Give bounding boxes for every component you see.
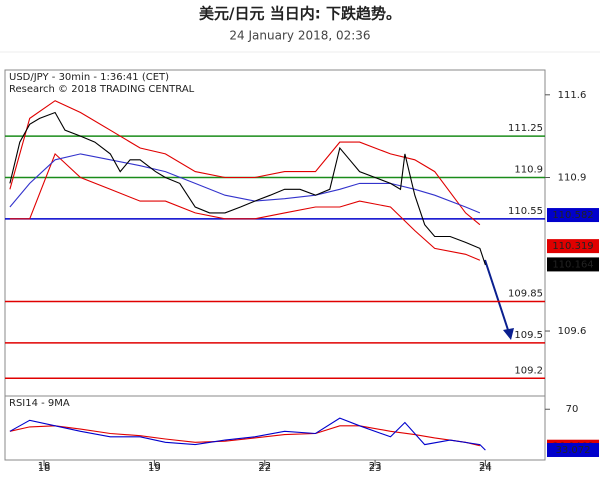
value-box-label: 110.319 — [552, 241, 593, 252]
series-line — [9, 417, 486, 451]
rsi-title: RSI14 - 9MA — [9, 398, 70, 409]
page-subtitle: 24 January 2018, 02:36 — [229, 29, 370, 43]
x-tick-label: 18 — [38, 461, 51, 472]
x-tick-label: 22 — [258, 463, 271, 474]
level-label: 111.25 — [508, 123, 543, 134]
value-box-label: 110.164 — [552, 259, 593, 270]
y-tick-label: 111.6 — [558, 90, 587, 101]
series-line — [9, 152, 481, 261]
plot-frame — [4, 69, 546, 461]
level-label: 109.85 — [508, 289, 543, 300]
arrow-head — [503, 328, 514, 340]
level-label: 110.9 — [514, 164, 543, 175]
trend-arrow — [484, 259, 510, 334]
value-box — [547, 442, 599, 457]
value-box — [547, 239, 599, 254]
y-tick-label: 70 — [566, 404, 579, 415]
value-box-label: 110.582 — [552, 210, 593, 221]
value-box-label: 33.072 — [556, 445, 591, 456]
level-label: 109.2 — [514, 365, 543, 376]
series-line — [9, 153, 481, 214]
series-line — [9, 111, 486, 266]
x-tick-label: 22 — [258, 461, 271, 472]
value-box — [547, 257, 599, 272]
chart-title: USD/JPY - 30min - 1:36:41 (CET) — [9, 72, 169, 83]
chart-subtitle: Research © 2018 TRADING CENTRAL — [9, 84, 195, 95]
x-tick-label: 23 — [369, 461, 382, 472]
x-tick-label: 23 — [369, 463, 382, 474]
level-label: 109.5 — [514, 330, 543, 341]
x-tick-label: 24 — [479, 463, 492, 474]
y-tick-label: 110.9 — [558, 172, 587, 183]
series-line — [9, 425, 481, 447]
x-tick-label: 24 — [479, 461, 492, 472]
x-tick-label: 19 — [148, 461, 161, 472]
series-line — [9, 100, 481, 226]
y-tick-label: 109.6 — [558, 326, 587, 337]
page-title: 美元/日元 当日内: 下跌趋势。 — [199, 5, 401, 23]
value-box — [547, 208, 599, 223]
x-tick-label: 18 — [38, 463, 51, 474]
x-tick-label: 19 — [148, 463, 161, 474]
level-label: 110.55 — [508, 206, 543, 217]
